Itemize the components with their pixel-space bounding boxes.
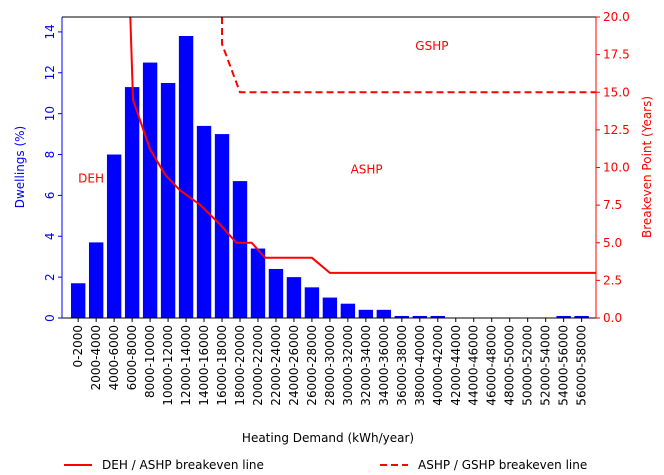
bar: [556, 315, 571, 318]
x-tick-label: 44000-46000: [467, 325, 481, 406]
y-tick-label: 14: [43, 24, 57, 39]
annotation: DEH: [78, 172, 104, 186]
y-tick-label: 2: [43, 273, 57, 281]
bar: [304, 287, 320, 318]
x-tick-label: 4000-6000: [107, 325, 121, 390]
bar: [412, 315, 427, 318]
x-tick-label: 14000-16000: [197, 325, 211, 406]
y2-tick-label: 2.5: [603, 273, 622, 287]
bar: [250, 248, 266, 318]
bar: [574, 315, 589, 318]
y2-tick-label: 7.5: [603, 198, 622, 212]
x-tick-label: 30000-32000: [341, 325, 355, 406]
x-tick-label: 52000-54000: [539, 325, 553, 406]
y2-tick-label: 10.0: [603, 161, 630, 175]
x-tick-label: 20000-22000: [251, 325, 265, 406]
y2-tick-label: 5.0: [603, 236, 622, 250]
x-tick-label: 54000-56000: [557, 325, 571, 406]
line: [129, 16, 596, 274]
x-tick-label: 34000-36000: [377, 325, 391, 406]
x-tick-label: 40000-42000: [431, 325, 445, 406]
x-tick-label: 36000-38000: [395, 325, 409, 406]
x-tick-label: 0-2000: [71, 325, 85, 368]
bar: [286, 277, 302, 318]
y2-tick-label: 20.0: [603, 10, 630, 24]
x-tick-label: 38000-40000: [413, 325, 427, 406]
bar: [430, 315, 445, 318]
bar: [376, 309, 392, 318]
x-tick-label: 50000-52000: [521, 325, 535, 406]
x-tick-label: 56000-58000: [575, 325, 589, 406]
x-tick-label: 18000-20000: [233, 325, 247, 406]
bar: [178, 36, 194, 318]
x-tick-label: 16000-18000: [215, 325, 229, 406]
x-tick-label: 32000-34000: [359, 325, 373, 406]
y2-tick-label: 12.5: [603, 123, 630, 137]
x-tick-label: 24000-26000: [287, 325, 301, 406]
bar: [268, 268, 284, 318]
y2-tick-label: 0.0: [603, 311, 622, 325]
x-tick-label: 2000-4000: [89, 325, 103, 390]
y2-tick-label: 15.0: [603, 85, 630, 99]
bar: [322, 297, 338, 318]
x-tick-label: 8000-10000: [143, 325, 157, 398]
bar: [106, 154, 122, 318]
x-tick-label: 22000-24000: [269, 325, 283, 406]
bar: [196, 125, 212, 318]
y-tick-label: 10: [43, 106, 57, 121]
annotation: ASHP: [351, 163, 383, 177]
x-tick-label: 48000-50000: [503, 325, 517, 406]
bar: [88, 242, 104, 318]
bar: [232, 181, 248, 318]
legend-label: ASHP / GSHP breakeven line: [418, 458, 587, 472]
x-tick-label: 42000-44000: [449, 325, 463, 406]
bar: [160, 83, 176, 319]
bar: [142, 62, 158, 318]
y2-tick-label: 17.5: [603, 48, 630, 62]
x-tick-label: 26000-28000: [305, 325, 319, 406]
x-tick-label: 28000-30000: [323, 325, 337, 406]
y-axis-label: Dwellings (%): [13, 126, 27, 209]
bar: [70, 283, 86, 318]
y2-axis-label: Breakeven Point (Years): [640, 96, 654, 238]
x-tick-label: 12000-14000: [179, 325, 193, 406]
bar: [394, 315, 410, 318]
y-tick-label: 12: [43, 65, 57, 80]
line: [221, 17, 596, 94]
y-tick-label: 6: [43, 192, 57, 200]
annotation: GSHP: [415, 39, 448, 53]
legend-label: DEH / ASHP breakeven line: [102, 458, 264, 472]
bar: [124, 87, 140, 318]
x-tick-label: 6000-8000: [125, 325, 139, 390]
bar: [358, 309, 374, 318]
x-axis-label: Heating Demand (kWh/year): [242, 431, 414, 445]
y-tick-label: 0: [43, 314, 57, 322]
x-tick-label: 10000-12000: [161, 325, 175, 406]
y-tick-label: 4: [43, 232, 57, 240]
y-tick-label: 8: [43, 151, 57, 159]
bar: [340, 303, 356, 318]
x-tick-label: 46000-48000: [485, 325, 499, 406]
